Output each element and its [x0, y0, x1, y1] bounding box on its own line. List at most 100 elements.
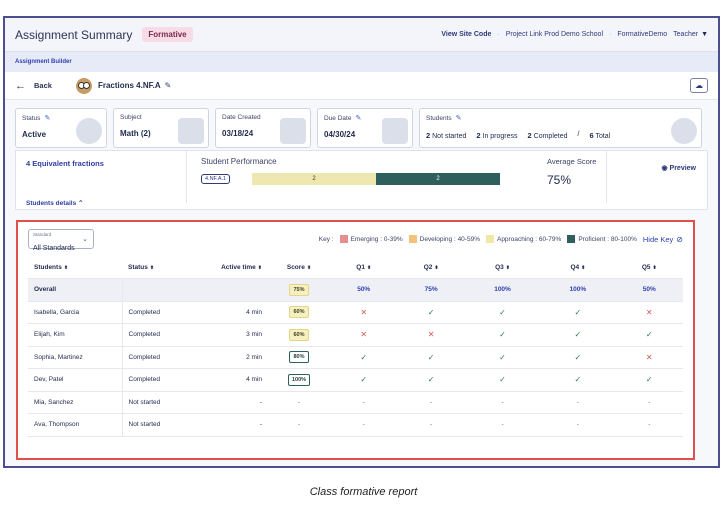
overall-score: 75%	[289, 283, 309, 296]
student-score: -	[297, 398, 301, 406]
emerging-swatch	[339, 235, 348, 243]
col-q1[interactable]: Q1 ⬍	[330, 256, 398, 279]
student-active-time: 2 min	[210, 346, 268, 369]
student-name[interactable]: Elijah, Kim	[28, 323, 123, 347]
standard-select-value: All Standards	[33, 245, 75, 252]
view-site-code-link[interactable]: View Site Code	[441, 31, 492, 38]
col-q3[interactable]: Q3 ⬍	[464, 256, 541, 279]
total-count: 6	[589, 131, 594, 140]
summary-cards: Status ✎ Active Subject Math (2) Date Cre…	[5, 100, 718, 148]
student-q1-result: -	[330, 391, 398, 414]
user-name[interactable]: FormativeDemo	[617, 31, 668, 38]
student-score: 60%	[289, 306, 309, 319]
table-row[interactable]: Elijah, Kim Completed 3 min 60% ✕ ✕ ✓ ✓ ✓	[28, 323, 683, 347]
approaching-bar: 2	[252, 173, 377, 185]
back-button[interactable]: ← Back	[15, 80, 52, 92]
student-q2-result: ✓	[397, 301, 465, 324]
table-row[interactable]: Dev, Patel Completed 4 min 100% ✓ ✓ ✓ ✓ ✓	[28, 368, 683, 392]
student-name[interactable]: Ava, Thompson	[28, 413, 123, 437]
student-q4-result: -	[540, 413, 616, 437]
check-icon: ✓	[574, 307, 582, 317]
key-developing: Developing : 40-59%	[419, 235, 480, 243]
developing-swatch	[408, 235, 417, 243]
student-score: 80%	[289, 351, 309, 364]
score-key: Key : Emerging : 0-39% Developing : 40-5…	[319, 235, 637, 243]
overall-q4[interactable]: 100%	[540, 278, 616, 302]
date-created-label: Date Created	[222, 114, 261, 121]
average-score: Average Score 75%	[547, 157, 596, 187]
student-q5-result: ✓	[615, 323, 683, 347]
student-status: Not started	[122, 413, 210, 437]
table-header-row: Students ⬍ Status ⬍ Active time ⬍ Score ⬍ Q1…	[28, 256, 683, 279]
table-row[interactable]: Mia, Sanchez Not started - - - - - - -	[28, 391, 683, 414]
students-table: Students ⬍ Status ⬍ Active time ⬍ Score ⬍ Q1…	[28, 256, 683, 437]
hide-key-button[interactable]: Hide Key ⊘	[643, 235, 683, 244]
check-icon: ✓	[645, 330, 653, 340]
student-q4-result: ✓	[540, 368, 616, 392]
download-button[interactable]: ☁	[690, 78, 708, 93]
pencil-icon	[178, 118, 204, 144]
check-icon: ✓	[499, 352, 506, 362]
overall-score-cell: 75%	[268, 278, 330, 302]
student-q2-result: -	[397, 391, 465, 414]
col-q4[interactable]: Q4 ⬍	[540, 256, 616, 279]
check-icon: ✓	[574, 375, 582, 385]
student-name[interactable]: Mia, Sanchez	[28, 391, 123, 414]
student-score-cell: 100%	[268, 368, 330, 392]
col-status[interactable]: Status ⬍	[122, 256, 210, 279]
student-name[interactable]: Isabella, Garcia	[28, 301, 123, 324]
student-score-cell: 80%	[268, 346, 330, 369]
student-status: Not started	[122, 391, 210, 414]
student-q3-result: ✓	[464, 301, 541, 324]
col-students[interactable]: Students ⬍	[28, 256, 122, 279]
student-score-cell: 60%	[268, 301, 330, 324]
overall-time	[210, 278, 268, 302]
standard-select[interactable]: Standard All Standards ⌄	[28, 229, 94, 252]
overall-q2[interactable]: 75%	[397, 278, 465, 302]
dash-placeholder: -	[648, 421, 651, 429]
overall-status	[122, 278, 210, 302]
students-details-toggle[interactable]: Students details ⌃	[26, 199, 83, 207]
table-row[interactable]: Sophia, Martinez Completed 2 min 80% ✓ ✓ ✓ ✓ ✕	[28, 346, 683, 369]
pencil-icon[interactable]: ✎	[44, 115, 51, 122]
col-q5[interactable]: Q5 ⬍	[615, 256, 683, 279]
subject-card: Subject Math (2)	[113, 108, 209, 148]
standard-title: 4 Equivalent fractions	[26, 159, 104, 168]
pencil-icon[interactable]: ✎	[355, 115, 362, 122]
table-row[interactable]: Ava, Thompson Not started - - - - - - -	[28, 413, 683, 437]
breadcrumb: Assignment Builder	[5, 52, 718, 72]
average-score-value: 75%	[547, 173, 572, 187]
pencil-icon[interactable]: ✎	[164, 81, 172, 90]
student-status: Completed	[122, 368, 210, 392]
caret-down-icon[interactable]: ▼	[701, 31, 708, 38]
student-active-time: 3 min	[210, 323, 268, 347]
dash-placeholder: -	[501, 398, 504, 406]
table-row[interactable]: Isabella, Garcia Completed 4 min 60% ✕ ✓ ✓ ✓ ✕	[28, 301, 683, 324]
student-score: -	[297, 421, 301, 429]
school-name[interactable]: Project Link Prod Demo School	[505, 31, 604, 38]
hide-key-label: Hide Key	[642, 234, 674, 244]
student-q1-result: ✓	[330, 346, 398, 369]
check-icon: ✓	[499, 307, 506, 317]
col-score[interactable]: Score ⬍	[268, 256, 330, 279]
student-name[interactable]: Sophia, Martinez	[28, 346, 123, 369]
key-approaching: Approaching : 60-79%	[496, 235, 562, 243]
col-active-time[interactable]: Active time ⬍	[210, 256, 268, 279]
sort-icon: ⬍	[652, 264, 657, 271]
student-q2-result: ✕	[397, 323, 465, 347]
overall-q5[interactable]: 50%	[615, 278, 683, 302]
cross-icon: ✕	[360, 307, 368, 317]
student-active-time: -	[210, 391, 268, 414]
overall-q1[interactable]: 50%	[330, 278, 398, 302]
pencil-icon[interactable]: ✎	[455, 115, 462, 122]
standard-summary-panel: 4 Equivalent fractions Students details …	[15, 150, 708, 210]
col-q2[interactable]: Q2 ⬍	[397, 256, 465, 279]
assignment-builder-link[interactable]: Assignment Builder	[15, 59, 72, 65]
preview-button[interactable]: ◉ Preview	[661, 165, 696, 172]
user-role-menu[interactable]: Teacher	[673, 31, 699, 38]
top-bar: Assignment Summary Formative View Site C…	[5, 18, 718, 52]
col-score-label: Score	[286, 263, 305, 271]
overall-q3[interactable]: 100%	[464, 278, 541, 302]
student-name[interactable]: Dev, Patel	[28, 368, 123, 392]
clock-icon	[76, 118, 102, 144]
